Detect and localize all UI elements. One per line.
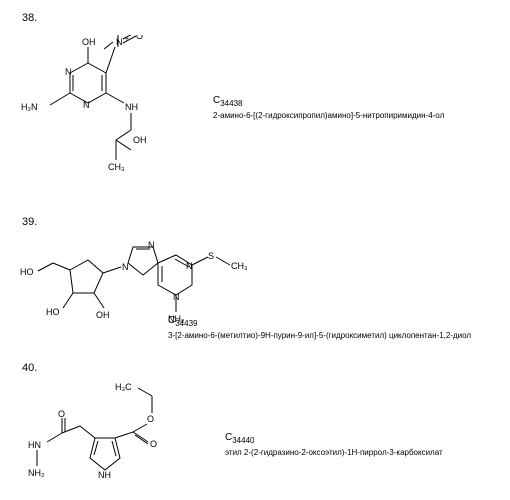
structure-40: H₃C O O NH O HN NH₂ <box>20 378 220 498</box>
atom-n-9: N <box>122 262 129 272</box>
compound-name-40: этил 2-(2-гидразино-2-оксоэтил)-1Н-пирро… <box>225 448 443 457</box>
atom-oh-3: OH <box>96 310 110 320</box>
label-38: C34438 2-амино-6-[(2-гидроксипропил)амин… <box>213 95 444 120</box>
structure-38: OH N + O O - N N H₂N NH OH CH₃ <box>18 35 198 190</box>
atom-s: S <box>208 251 214 261</box>
atom-ho-2: HO <box>46 307 60 317</box>
entry-number-40: 40. <box>22 362 37 374</box>
atom-o-hydr: O <box>58 409 65 419</box>
atom-o-dbl: O <box>136 35 143 41</box>
compound-name-38: 2-амино-6-[(2-гидроксипропил)амино]-5-ни… <box>213 111 444 120</box>
atom-o-ester: O <box>147 414 154 424</box>
compound-id-40: C34440 <box>225 432 443 445</box>
compound-id-38: C34438 <box>213 95 444 108</box>
atom-oh-top: OH <box>82 37 96 47</box>
atom-ho-1: HO <box>20 267 34 277</box>
label-40: C34440 этил 2-(2-гидразино-2-оксоэтил)-1… <box>225 432 443 457</box>
atom-o-dbl2: O <box>150 439 157 449</box>
atom-h3c: H₃C <box>115 382 132 392</box>
atom-ch3: CH₃ <box>108 162 125 172</box>
entry-number-38: 38. <box>22 12 37 24</box>
atom-h2n: H₂N <box>21 102 38 112</box>
atom-hn: HN <box>28 440 41 450</box>
atom-ch3-2: CH₃ <box>231 261 248 271</box>
atom-n-1: N <box>186 261 193 271</box>
label-39: C34439 3-[2-амино-6-(метилтио)-9Н-пурин-… <box>168 315 471 340</box>
atom-n-ring2: N <box>83 100 90 110</box>
atom-n-ring1: N <box>65 67 72 77</box>
atom-nh-pyr: NH <box>98 470 111 480</box>
atom-oh-bot: OH <box>133 135 147 145</box>
atom-nh: NH <box>125 102 138 112</box>
atom-n-nitro: N <box>116 37 123 47</box>
entry-number-39: 39. <box>22 216 37 228</box>
compound-name-39: 3-[2-амино-6-(метилтио)-9Н-пурин-9-ил]-5… <box>168 331 471 340</box>
atom-nh2-3: NH₂ <box>28 468 45 478</box>
compound-id-39: C34439 <box>168 315 471 328</box>
